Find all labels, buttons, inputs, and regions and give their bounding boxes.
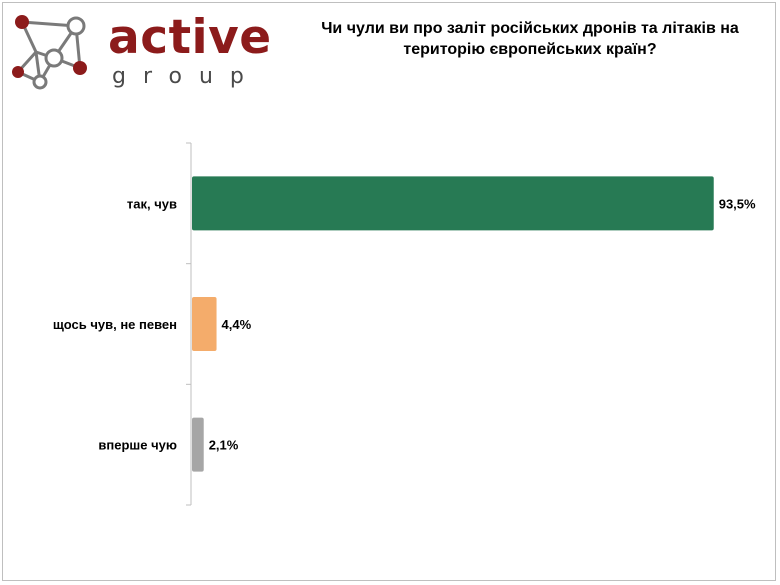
value-label: 2,1% — [209, 438, 239, 453]
logo-wordmark: active — [108, 10, 272, 65]
network-icon — [12, 15, 87, 90]
chart-title: Чи чули ви про заліт російських дронів т… — [321, 20, 739, 58]
category-label: вперше чую — [98, 438, 177, 453]
value-label: 4,4% — [222, 317, 252, 332]
bar-2 — [192, 417, 204, 472]
category-label: так, чув — [127, 196, 177, 211]
logo-subtitle: group — [112, 64, 261, 89]
category-label: щось чув, не певен — [53, 317, 177, 332]
value-label: 93,5% — [719, 196, 756, 211]
bar-0 — [192, 176, 714, 231]
active-group-logo: active group — [8, 10, 271, 92]
bar-1 — [192, 297, 217, 351]
